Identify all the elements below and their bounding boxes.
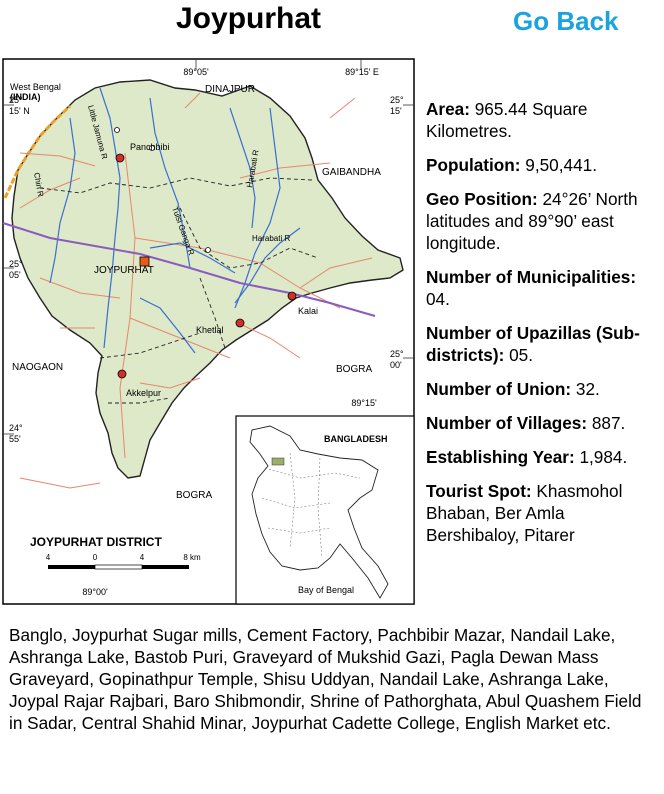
fact-establishing-year: Establishing Year: 1,984. xyxy=(426,447,628,467)
coord-label: 89°05' xyxy=(183,67,209,77)
town-marker xyxy=(117,369,127,379)
district-map: 89°05' 89°15' E 25° 15' N 25° 15' 25° 05… xyxy=(2,58,415,605)
coord-label: 25° xyxy=(9,259,23,269)
scale-tick: 0 xyxy=(93,553,98,562)
region-label: DINAJPUR xyxy=(205,84,255,95)
town-marker xyxy=(235,318,245,328)
coord-label: 25° xyxy=(390,349,404,359)
town-markers xyxy=(114,127,297,379)
inset-bay-label: Bay of Bengal xyxy=(298,585,354,595)
international-border xyxy=(3,104,72,199)
coord-label: 25° xyxy=(9,95,23,105)
region-label: GAIBANDHA xyxy=(322,167,381,178)
fact-municipalities: Number of Municipalities: 04. xyxy=(426,267,637,309)
coord-label: 89°15' E xyxy=(345,67,379,77)
coord-label: 24° xyxy=(9,423,23,433)
region-label: (INDIA) xyxy=(10,92,41,102)
scale-tick: 4 xyxy=(140,553,145,562)
coord-label: 55' xyxy=(9,434,21,444)
district-caption: JOYPURHAT DISTRICT xyxy=(30,535,162,549)
river-label: Chiri R xyxy=(32,172,45,198)
town-marker xyxy=(287,291,297,301)
fact-tourist-spot: Tourist Spot: Khasmohol Bhaban, Ber Amla… xyxy=(426,481,623,545)
region-label: BOGRA xyxy=(176,490,212,501)
town-marker xyxy=(115,153,125,163)
tourist-spot-list: Banglo, Joypurhat Sugar mills, Cement Fa… xyxy=(9,625,642,733)
coord-label: 15' xyxy=(390,106,402,116)
fact-villages: Number of Villages: 887. xyxy=(426,413,626,433)
place-label: Akkelpur xyxy=(126,388,161,398)
scale-bar: 4 0 4 8 km xyxy=(46,553,201,570)
roads xyxy=(19,92,381,504)
go-back-link[interactable]: Go Back xyxy=(513,6,619,36)
railway xyxy=(2,222,376,317)
region-label: BOGRA xyxy=(336,364,372,375)
fact-area: Area: 965.44 Square Kilometres. xyxy=(426,99,588,141)
scale-tick: 8 km xyxy=(183,553,201,562)
coord-label: 89°15' xyxy=(351,398,377,408)
page-title: Joypurhat xyxy=(176,2,322,35)
coord-label: 89°00' xyxy=(82,587,108,597)
coord-label: 15' N xyxy=(9,106,30,116)
facts-panel: Area: 965.44 Square Kilometres. Populati… xyxy=(426,98,661,558)
inset-title: BANGLADESH xyxy=(324,434,388,444)
fact-population: Population: 9,50,441. xyxy=(426,155,597,175)
inset-map: BANGLADESH Bay of Bengal xyxy=(235,415,415,605)
place-label: Kalai xyxy=(298,306,318,316)
fact-upazillas: Number of Upazillas (Sub-districts): 05. xyxy=(426,323,640,365)
fact-unions: Number of Union: 32. xyxy=(426,379,600,399)
place-label: Panchbibi xyxy=(130,142,170,152)
river-label: Harabati R xyxy=(252,234,290,243)
region-label: West Bengal xyxy=(10,82,61,92)
place-label: Khetlal xyxy=(196,325,224,335)
upazila-boundaries xyxy=(39,177,319,404)
coord-label: 05' xyxy=(9,270,21,280)
fact-geo-position: Geo Position: 24°26’ North latitudes and… xyxy=(426,189,638,253)
coord-label: 25° xyxy=(390,95,404,105)
region-label: NAOGAON xyxy=(12,362,63,373)
place-label: JOYPURHAT xyxy=(94,265,154,276)
graticule-ticks xyxy=(3,59,414,435)
district-hq-marker xyxy=(139,256,150,267)
scale-tick: 4 xyxy=(46,553,51,562)
coord-label: 00' xyxy=(390,360,402,370)
district-area xyxy=(11,79,404,479)
joypurhat-highlight xyxy=(271,457,285,466)
bangladesh-outline xyxy=(249,425,389,599)
